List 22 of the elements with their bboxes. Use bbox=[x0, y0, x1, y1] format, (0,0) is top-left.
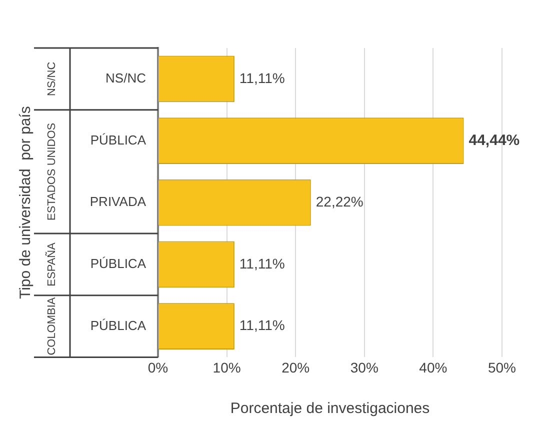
y-tick-label: NS/NC bbox=[106, 70, 146, 86]
data-label: 22,22% bbox=[316, 193, 364, 210]
y-tick-label: PÚBLICA bbox=[90, 256, 146, 272]
text: ESPAÑA bbox=[45, 242, 58, 286]
x-tick-label: 40% bbox=[419, 359, 448, 376]
data-label: 11,11% bbox=[239, 255, 285, 272]
x-tick-label: 30% bbox=[350, 359, 378, 376]
x-tick-label: 0% bbox=[148, 359, 168, 376]
y-tick-label: PRIVADA bbox=[90, 194, 146, 210]
data-label: 11,11% bbox=[239, 70, 285, 86]
x-tick-label: 20% bbox=[282, 359, 310, 376]
text: COLOMBIA bbox=[46, 296, 58, 356]
y-axis-title: Tipo de universidad por país bbox=[17, 106, 34, 300]
text: ESTADOS UNIDOS bbox=[46, 122, 58, 220]
data-label: 11,11% bbox=[239, 317, 285, 334]
x-tick-label: 10% bbox=[212, 359, 241, 376]
data-label: 44,44% bbox=[468, 132, 520, 149]
y-tick-label: PÚBLICA bbox=[90, 318, 146, 333]
y-tick-label: PÚBLICA bbox=[90, 132, 146, 148]
x-axis-title: Porcentaje de investigaciones bbox=[230, 400, 430, 418]
x-tick-label: 50% bbox=[488, 359, 516, 376]
text: NS/NC bbox=[46, 62, 58, 96]
